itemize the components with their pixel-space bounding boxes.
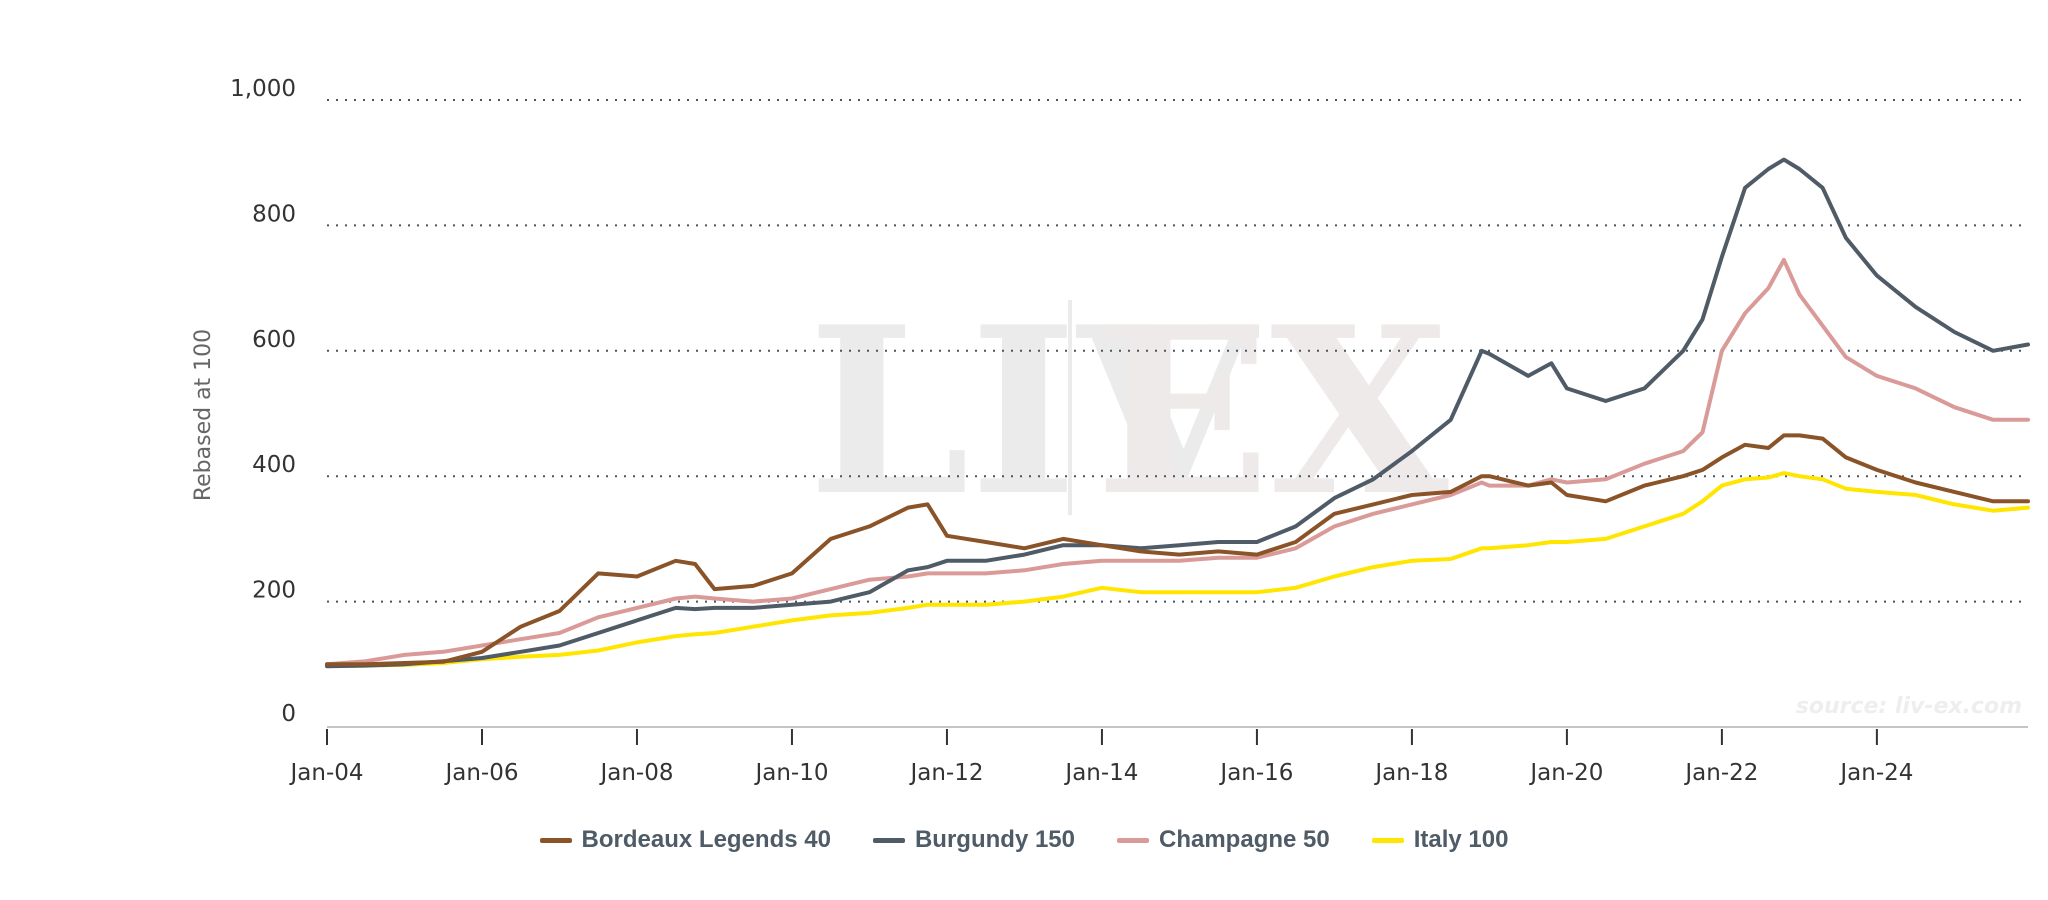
legend-item-italy-100[interactable]: Italy 100 xyxy=(1371,826,1509,854)
watermark-liv: LIV xyxy=(808,277,1259,547)
x-tick-label: Jan-18 xyxy=(1373,760,1448,786)
x-tick-label: Jan-04 xyxy=(288,760,363,786)
y-tick-label: 600 xyxy=(252,327,296,353)
y-tick-label: 200 xyxy=(252,578,296,604)
y-axis-ticks: 0 200 400 600 800 1,000 xyxy=(230,76,296,727)
legend-label: Italy 100 xyxy=(1413,826,1509,853)
y-tick-label: 1,000 xyxy=(230,76,296,102)
series-line-italy-100 xyxy=(325,471,2030,668)
series-line-burgundy-150 xyxy=(325,157,2030,669)
x-tick-label: Jan-16 xyxy=(1218,760,1293,786)
x-tick-label: Jan-14 xyxy=(1063,760,1138,786)
legend-label: Champagne 50 xyxy=(1159,826,1330,853)
y-tick-label: 0 xyxy=(281,701,296,727)
x-tick-label: Jan-22 xyxy=(1683,760,1758,786)
source-note: source: liv-ex.com xyxy=(1796,694,2022,719)
x-tick-label: Jan-10 xyxy=(753,760,828,786)
watermark-divider xyxy=(1068,300,1072,515)
x-tick-label: Jan-08 xyxy=(598,760,673,786)
legend-item-bordeaux-legends-40[interactable]: Bordeaux Legends 40 xyxy=(539,826,831,854)
legend-item-champagne-50[interactable]: Champagne 50 xyxy=(1117,826,1330,854)
series-lines xyxy=(325,157,2030,669)
legend-item-burgundy-150[interactable]: Burgundy 150 xyxy=(872,826,1075,854)
y-tick-label: 400 xyxy=(252,452,296,478)
y-axis-label: Rebased at 100 xyxy=(191,329,216,501)
legend-swatch xyxy=(1117,837,1149,843)
y-tick-label: 800 xyxy=(252,201,296,227)
x-tick-label: Jan-20 xyxy=(1528,760,1603,786)
x-tick-label: Jan-24 xyxy=(1838,760,1913,786)
legend: Bordeaux Legends 40 Burgundy 150 Champagne… xyxy=(0,826,2048,854)
legend-swatch xyxy=(539,837,572,843)
legend-label: Burgundy 150 xyxy=(914,826,1075,853)
legend-swatch xyxy=(1371,837,1404,843)
legend-label: Bordeaux Legends 40 xyxy=(581,826,831,853)
x-axis-ticks: Jan-04 Jan-06 Jan-08 Jan-10 Jan-12 Jan-14 Jan-… xyxy=(288,729,1913,786)
series-line-champagne-50 xyxy=(325,257,2030,667)
series-line-bordeaux-legends-40 xyxy=(325,433,2030,667)
liv-ex-watermark: LIV EX xyxy=(808,277,1449,547)
x-tick-label: Jan-06 xyxy=(443,760,518,786)
legend-swatch xyxy=(872,837,905,843)
x-tick-label: Jan-12 xyxy=(908,760,983,786)
